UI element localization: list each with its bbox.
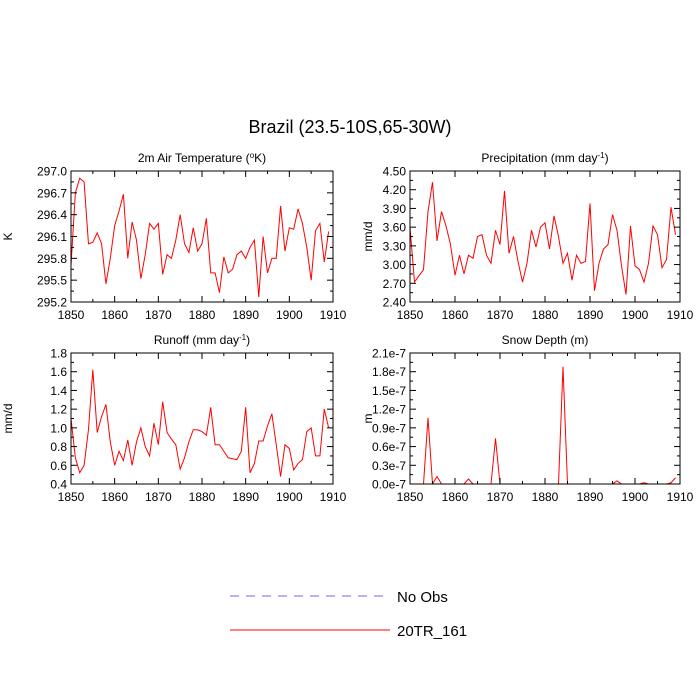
y-tick-label: 297.0	[37, 165, 67, 179]
chart-panel-1: 1850 1860 1870 1880 1890 1900 1910 295.2 295.5 29…	[1, 151, 347, 323]
plot-frame	[409, 352, 681, 485]
chart-panel-3: 1850 1860 1870 1880 1890 1900 1910 0.4 0.6 0.8 1.0…	[1, 333, 347, 505]
y-tick-label: 3.30	[383, 239, 407, 253]
x-tick-label: 1880	[532, 490, 559, 504]
x-tick-label: 1880	[189, 308, 216, 322]
x-tick-label: 1890	[232, 490, 259, 504]
series-line-20tr-161	[410, 182, 676, 295]
panel-title: Snow Depth (m)	[502, 333, 589, 347]
x-tick-label: 1900	[276, 490, 303, 504]
y-tick-label: 1.8e-7	[372, 365, 406, 379]
x-tick-label: 1880	[189, 490, 216, 504]
legend-label-1: No Obs	[397, 589, 448, 606]
y-tick-label: 1.2e-7	[372, 403, 406, 417]
y-tick-label: 0.0e-7	[372, 478, 406, 492]
y-axis-label: m	[361, 414, 375, 424]
y-tick-label: 0.3e-7	[372, 459, 406, 473]
y-tick-label: 2.40	[383, 296, 407, 310]
x-tick-label: 1910	[667, 308, 694, 322]
legend: No Obs 20TR_161	[230, 589, 467, 640]
y-tick-label: 0.6e-7	[372, 440, 406, 454]
chart-panel-4: 1850 1860 1870 1880 1890 1900 1910 0.0e-7 0.3e-7…	[361, 333, 694, 504]
panel-title: Precipitation (mm day-1)	[481, 151, 608, 166]
y-tick-label: 3.60	[383, 221, 407, 235]
y-axis-label: K	[1, 232, 15, 240]
x-tick-label: 1850	[58, 308, 85, 322]
x-tick-label: 1850	[397, 490, 424, 504]
y-tick-label: 2.1e-7	[372, 347, 406, 361]
y-tick-label: 295.2	[37, 296, 67, 310]
y-tick-label: 1.0	[50, 421, 67, 435]
chart-panel-2: 1850 1860 1870 1880 1890 1900 1910 2.40 2.70 3.00…	[361, 151, 694, 323]
y-tick-label: 1.5e-7	[372, 384, 406, 398]
x-tick-label: 1860	[442, 308, 469, 322]
x-tick-label: 1900	[622, 308, 649, 322]
y-tick-label: 296.1	[37, 230, 67, 244]
y-tick-label: 4.20	[383, 183, 407, 197]
y-tick-label: 1.4	[50, 384, 67, 398]
x-tick-label: 1900	[622, 490, 649, 504]
x-tick-label: 1850	[397, 308, 424, 322]
series-line-20tr-161	[410, 366, 676, 484]
series-line-20tr-161	[71, 177, 330, 297]
x-tick-label: 1870	[487, 308, 514, 322]
y-tick-label: 0.8	[50, 440, 67, 454]
x-tick-label: 1850	[58, 490, 85, 504]
y-tick-label: 1.6	[50, 365, 67, 379]
y-tick-label: 296.4	[37, 208, 67, 222]
y-tick-label: 1.8	[50, 347, 67, 361]
y-tick-label: 1.2	[50, 403, 67, 417]
x-tick-label: 1860	[101, 308, 128, 322]
x-tick-label: 1870	[145, 308, 172, 322]
legend-label-2: 20TR_161	[397, 623, 467, 640]
plot-frame	[409, 170, 681, 303]
series-line-20tr-161	[71, 369, 330, 477]
x-tick-label: 1860	[101, 490, 128, 504]
x-tick-label: 1890	[232, 308, 259, 322]
y-tick-label: 4.50	[383, 165, 407, 179]
x-tick-label: 1870	[487, 490, 514, 504]
x-tick-label: 1880	[532, 308, 559, 322]
x-tick-label: 1910	[320, 490, 347, 504]
y-tick-label: 2.70	[383, 277, 407, 291]
y-axis-label: mm/d	[361, 222, 375, 252]
y-tick-label: 3.90	[383, 202, 407, 216]
plot-frame	[70, 170, 334, 303]
x-tick-label: 1910	[320, 308, 347, 322]
y-tick-label: 295.8	[37, 252, 67, 266]
y-tick-label: 3.00	[383, 258, 407, 272]
y-tick-label: 0.6	[50, 459, 67, 473]
y-axis-label: mm/d	[1, 404, 15, 434]
x-tick-label: 1890	[577, 308, 604, 322]
panels: 1850 1860 1870 1880 1890 1900 1910 295.2 295.5 29…	[1, 151, 694, 505]
x-tick-label: 1860	[442, 490, 469, 504]
panel-title: 2m Air Temperature (oK)	[138, 151, 266, 166]
y-tick-label: 296.7	[37, 186, 67, 200]
x-tick-label: 1870	[145, 490, 172, 504]
x-tick-label: 1910	[667, 490, 694, 504]
y-tick-label: 0.4	[50, 478, 67, 492]
y-tick-label: 0.9e-7	[372, 421, 406, 435]
plot-frame	[70, 352, 334, 485]
figure-title: Brazil (23.5-10S,65-30W)	[248, 117, 451, 137]
x-tick-label: 1890	[577, 490, 604, 504]
x-tick-label: 1900	[276, 308, 303, 322]
y-tick-label: 295.5	[37, 274, 67, 288]
panel-title: Runoff (mm day-1)	[154, 333, 250, 348]
